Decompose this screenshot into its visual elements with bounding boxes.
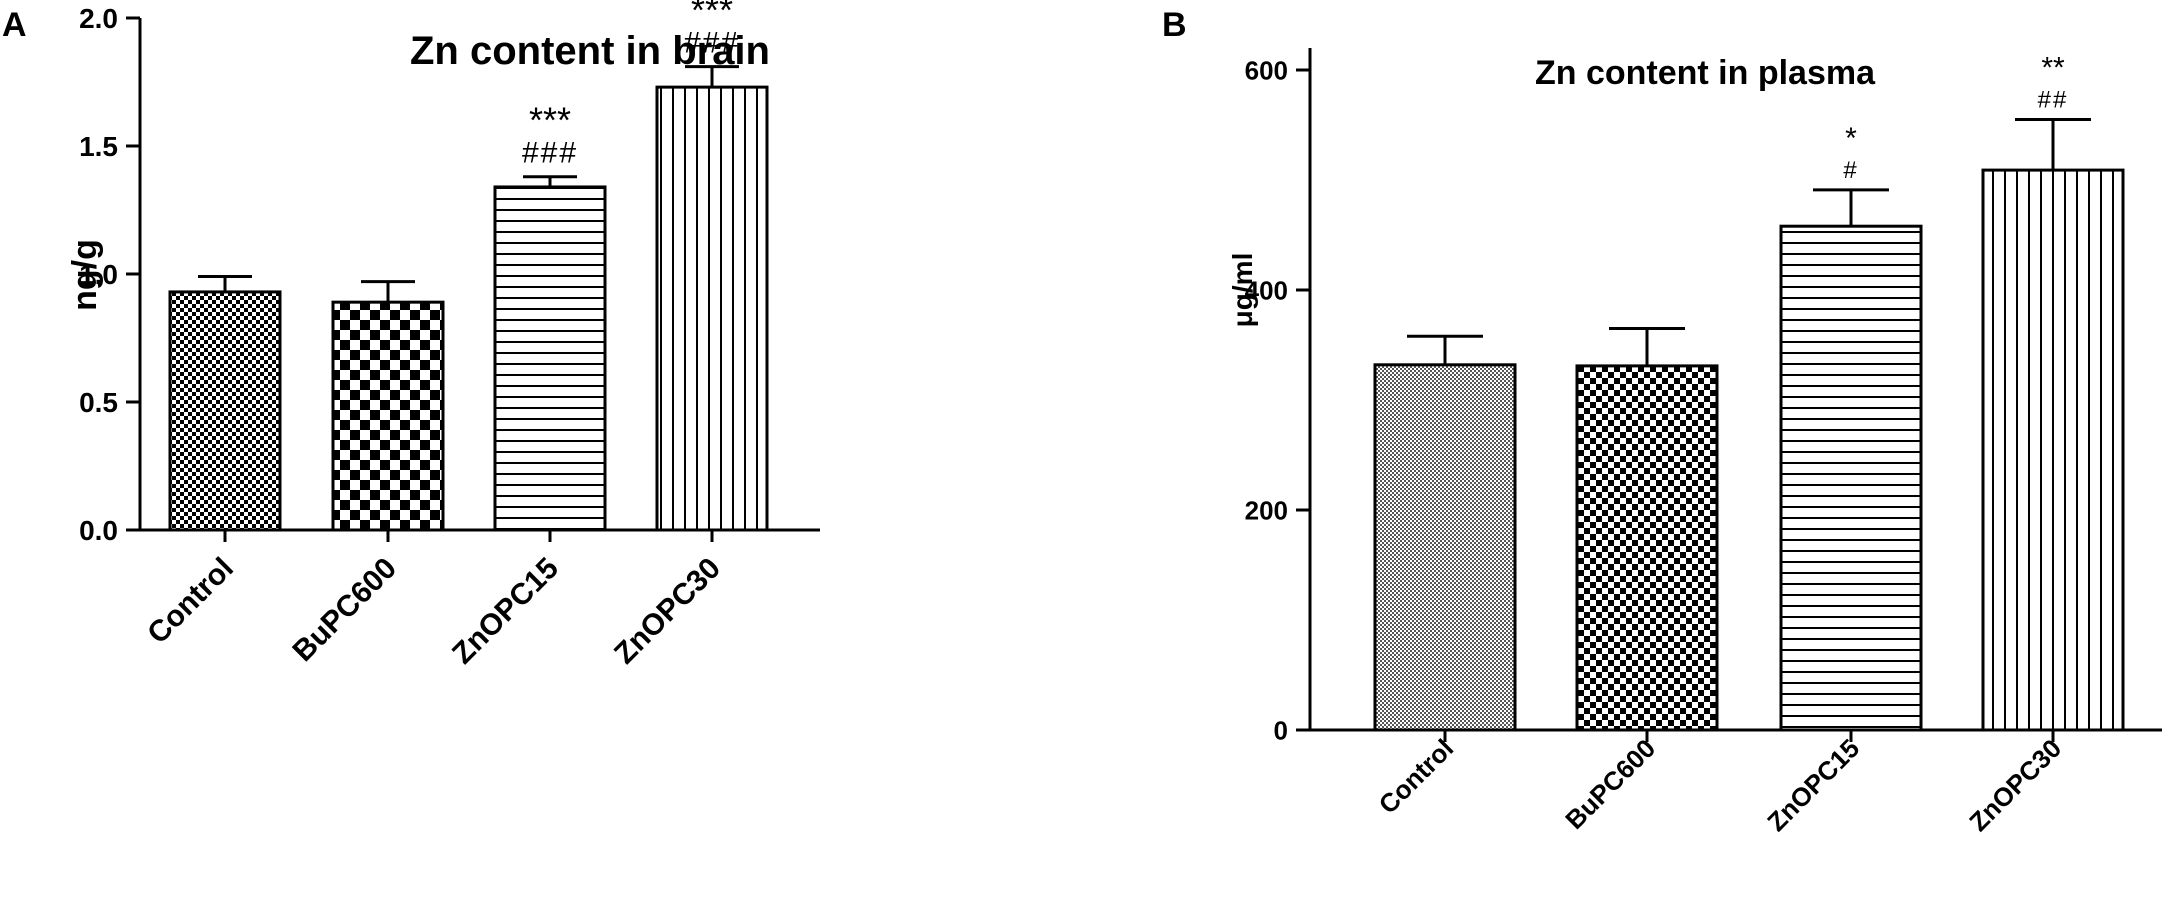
bar-bupc600 xyxy=(1575,364,1719,732)
x-tick-label: ZnOPC15 xyxy=(446,552,565,671)
bar-control xyxy=(1373,363,1517,732)
bar-znopc30 xyxy=(1981,168,2125,732)
panel-a: A Zn content in brain ng/g ###***###*** … xyxy=(2,0,820,670)
y-axis-label: ng/g xyxy=(66,239,104,311)
y-tick-label: 0 xyxy=(1274,715,1288,745)
x-tick-label: ZnOPC30 xyxy=(1963,733,2067,837)
chart-title: Zn content in plasma xyxy=(1535,54,1876,92)
y-tick-label: 0.0 xyxy=(79,515,118,546)
y-tick-label: 1.5 xyxy=(79,131,118,162)
y-tick-label: 400 xyxy=(1245,275,1288,305)
y-tick-label: 0.5 xyxy=(79,387,118,418)
panel-b: B Zn content in plasma μg/ml #* ##** 0 200… xyxy=(1162,6,2162,837)
bars: ###***###*** xyxy=(168,0,769,532)
panel-label: B xyxy=(1162,6,1187,44)
bar-znopc30 xyxy=(655,85,769,532)
significance-star: ** xyxy=(2041,52,2065,85)
significance-hash: ## xyxy=(2038,87,2069,114)
bar-bupc600 xyxy=(331,300,445,532)
y-axis-label: μg/ml xyxy=(1227,253,1258,328)
x-tick-label: ZnOPC15 xyxy=(1761,733,1865,837)
bar-control xyxy=(168,290,282,532)
bar-znopc15 xyxy=(1779,224,1923,732)
significance-star: *** xyxy=(529,100,571,141)
y-tick-label: 200 xyxy=(1245,495,1288,525)
significance-hash: ### xyxy=(522,137,578,170)
significance-star: * xyxy=(1845,122,1857,155)
x-tick-label: BuPC600 xyxy=(286,552,402,668)
x-tick-label: Control xyxy=(141,552,240,651)
panel-label: A xyxy=(2,6,27,44)
x-tick-label: ZnOPC30 xyxy=(608,552,727,671)
bar-znopc15 xyxy=(493,185,607,532)
x-tick-label: BuPC600 xyxy=(1559,733,1661,835)
x-tick-label: Control xyxy=(1373,733,1460,820)
significance-hash: # xyxy=(1843,157,1858,184)
y-tick-label: 1.0 xyxy=(79,259,118,290)
significance-hash: ### xyxy=(684,27,740,60)
bars: #* ##** xyxy=(1373,52,2125,732)
y-tick-label: 2.0 xyxy=(79,3,118,34)
y-tick-label: 600 xyxy=(1245,55,1288,85)
significance-star: *** xyxy=(691,0,733,31)
